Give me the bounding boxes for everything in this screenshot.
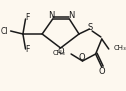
Text: N: N [68, 10, 74, 19]
Text: CH₃: CH₃ [113, 45, 126, 51]
Text: F: F [25, 46, 29, 55]
Text: O: O [98, 67, 105, 76]
Text: O: O [78, 54, 85, 63]
Text: Cl: Cl [1, 26, 8, 35]
Text: N: N [48, 10, 54, 19]
Text: S: S [88, 22, 93, 31]
Text: F: F [25, 13, 29, 22]
Text: O: O [57, 48, 64, 57]
Text: CH₃: CH₃ [53, 50, 66, 56]
